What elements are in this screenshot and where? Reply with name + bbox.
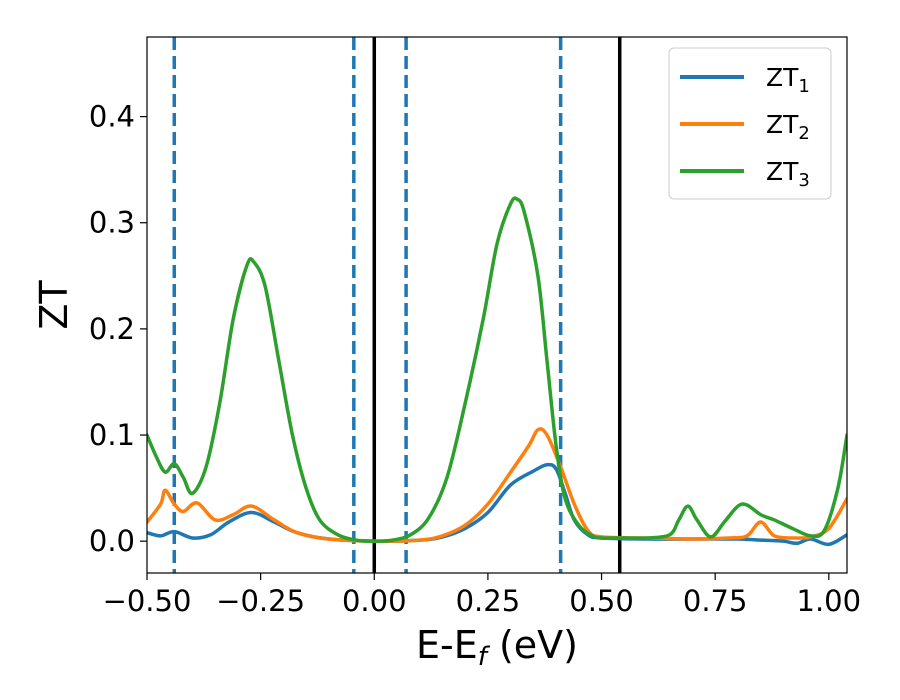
x-tick-label: 0.00 [342, 584, 407, 618]
legend-label-zt3: ZT3 [766, 157, 810, 191]
legend-box [668, 47, 832, 200]
series-line-zt1 [147, 462, 847, 547]
plot-frame [146, 36, 848, 574]
x-axis-title: E-Ef (eV) [416, 623, 578, 672]
legend-label-zt1: ZT1 [766, 63, 810, 97]
reference-lines [172, 37, 622, 573]
x-tick-label: 0.75 [683, 584, 748, 618]
series-line-zt2 [147, 427, 847, 543]
x-tick-label: 0.50 [569, 584, 634, 618]
x-tick-label: 1.00 [797, 584, 862, 618]
x-axis: −0.50 −0.25 0.00 0.25 0.50 0.75 1.00 [103, 573, 862, 618]
x-tick-label: −0.25 [216, 584, 305, 618]
legend-label-zt2: ZT2 [766, 110, 810, 144]
x-tick-label: −0.50 [103, 584, 192, 618]
y-tick-label: 0.1 [89, 418, 135, 452]
series-layer [147, 196, 847, 547]
legend: ZT1 ZT2 ZT3 [668, 47, 832, 200]
y-tick-label: 0.0 [89, 524, 135, 558]
y-tick-label: 0.3 [89, 206, 135, 240]
y-tick-label: 0.4 [89, 100, 135, 134]
y-tick-label: 0.2 [89, 312, 135, 346]
x-tick-label: 0.25 [456, 584, 521, 618]
y-axis-title: ZT [32, 280, 76, 330]
y-axis: 0.0 0.1 0.2 0.3 0.4 [89, 100, 147, 558]
series-line-zt3 [147, 196, 847, 543]
